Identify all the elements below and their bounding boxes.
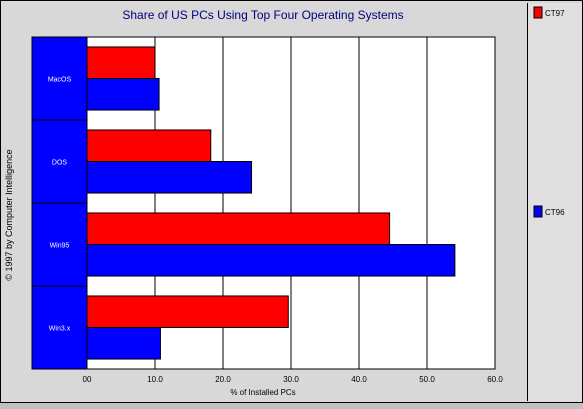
bars <box>86 46 456 360</box>
bar-ct96-win3x <box>86 244 456 277</box>
bar-ct96-win95 <box>86 327 161 360</box>
bar-ct97-macos <box>86 46 156 79</box>
x-tick-label: 30.0 <box>283 375 299 384</box>
legend-panel <box>528 3 582 401</box>
bar-ct97-win3x <box>86 212 391 246</box>
x-tick-label: 60.0 <box>487 375 503 384</box>
legend-swatch-ct96 <box>533 205 543 218</box>
x-tick-label: 00 <box>83 375 92 384</box>
legend-label-ct96: CT96 <box>545 208 565 217</box>
legend: CT97 CT96 <box>533 6 565 218</box>
x-tick-label: 10.0 <box>147 375 163 384</box>
copyright-label: © 1997 by Computer Intelligence <box>4 149 14 280</box>
category-box <box>31 285 88 370</box>
bar-ct96-macos <box>86 78 160 111</box>
category-label: DOS <box>52 160 68 167</box>
x-axis: 00 10.0 20.0 30.0 40.0 50.0 60.0 <box>83 375 504 384</box>
category-label: MacOS <box>48 77 72 84</box>
x-tick-label: 20.0 <box>215 375 231 384</box>
category-axis: MacOS DOS Win95 Win3.x <box>31 36 88 370</box>
category-label: Win95 <box>50 243 70 250</box>
bar-ct97-win95 <box>86 295 289 328</box>
bar-ct97-dos <box>86 129 212 163</box>
legend-swatch-ct97 <box>533 6 543 19</box>
chart-title: Share of US PCs Using Top Four Operating… <box>122 8 403 22</box>
x-axis-label: % of Installed PCs <box>230 388 295 397</box>
bar-ct96-dos <box>86 161 253 194</box>
category-label: Win3.x <box>49 326 71 333</box>
legend-label-ct97: CT97 <box>545 9 565 18</box>
x-tick-label: 50.0 <box>419 375 435 384</box>
x-tick-label: 40.0 <box>351 375 367 384</box>
